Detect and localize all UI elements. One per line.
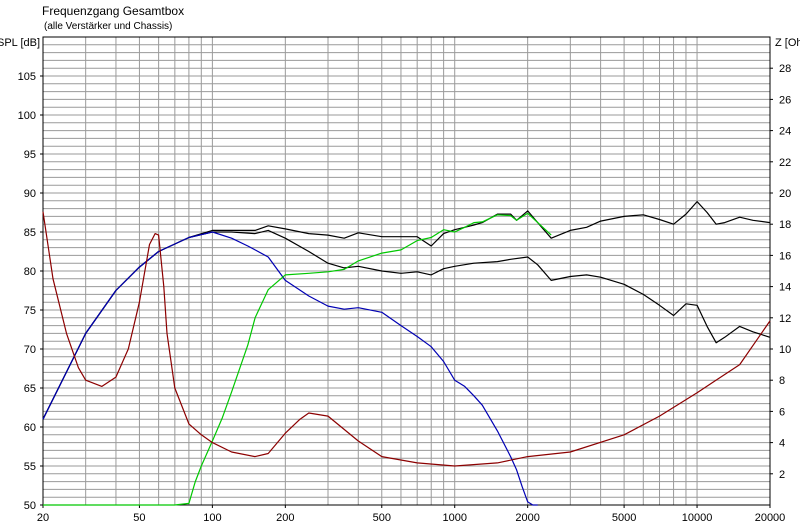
y2-axis-label: Z [Ohm] xyxy=(775,37,800,49)
x-tick-label: 20 xyxy=(37,512,49,524)
chart-subtitle: (alle Verstärker und Chassis) xyxy=(44,21,172,32)
series-total-response-line xyxy=(42,201,771,420)
series-green-line xyxy=(43,212,552,506)
y-tick-label: 95 xyxy=(24,149,36,161)
y2-tick-label: 6 xyxy=(779,406,785,418)
series-impedance-line xyxy=(42,211,771,467)
series-blue-line xyxy=(42,231,538,506)
x-tick-label: 200 xyxy=(276,512,294,524)
y-tick-label: 55 xyxy=(24,461,36,473)
y2-tick-label: 26 xyxy=(779,94,791,106)
y2-tick-label: 22 xyxy=(779,157,791,169)
y-tick-label: 80 xyxy=(24,266,36,278)
x-tick-label: 20000 xyxy=(755,512,786,524)
x-tick-label: 50 xyxy=(133,512,145,524)
y-tick-label: 70 xyxy=(24,344,36,356)
y2-tick-label: 16 xyxy=(779,250,791,262)
y2-tick-label: 18 xyxy=(779,219,791,231)
grid xyxy=(43,37,770,505)
y-tick-label: 90 xyxy=(24,188,36,200)
series-response-line-2 xyxy=(42,229,771,420)
x-tick-label: 100 xyxy=(203,512,221,524)
series-lines xyxy=(42,201,771,506)
y2-tick-label: 24 xyxy=(779,126,791,138)
y-tick-label: 65 xyxy=(24,383,36,395)
y-tick-label: 75 xyxy=(24,305,36,317)
y2-tick-label: 2 xyxy=(779,469,785,481)
y2-tick-label: 4 xyxy=(779,438,785,450)
y2-tick-label: 8 xyxy=(779,375,785,387)
chart-title: Frequenzgang Gesamtbox xyxy=(42,4,184,18)
y-tick-label: 60 xyxy=(24,422,36,434)
y2-tick-label: 10 xyxy=(779,344,791,356)
y2-tick-label: 14 xyxy=(779,282,791,294)
y2-tick-label: 20 xyxy=(779,188,791,200)
y-tick-label: 85 xyxy=(24,227,36,239)
y-tick-label: 50 xyxy=(24,500,36,512)
axis-ticks: 20 50 100 200 500 1000 2000 5000 10000 2000050556… xyxy=(18,63,792,524)
x-tick-label: 5000 xyxy=(612,512,636,524)
y2-tick-label: 12 xyxy=(779,313,791,325)
y-tick-label: 105 xyxy=(18,71,36,83)
x-tick-label: 2000 xyxy=(515,512,539,524)
x-tick-label: 500 xyxy=(373,512,391,524)
y-tick-label: 100 xyxy=(18,110,36,122)
x-tick-label: 1000 xyxy=(442,512,466,524)
y-axis-label: SPL [dB] xyxy=(0,37,40,49)
y2-tick-label: 28 xyxy=(779,63,791,75)
x-tick-label: 10000 xyxy=(682,512,713,524)
